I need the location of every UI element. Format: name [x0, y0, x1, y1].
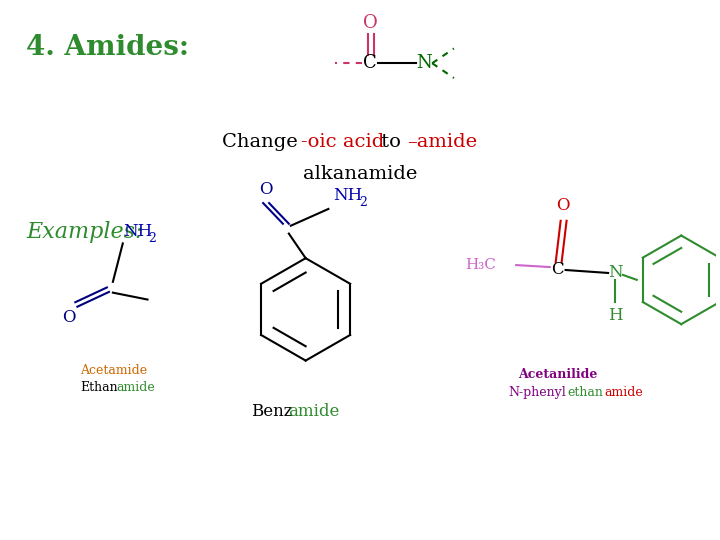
Text: alkanamide: alkanamide: [303, 165, 417, 183]
Text: 2: 2: [148, 232, 156, 245]
Text: 2: 2: [359, 196, 367, 209]
Text: O: O: [259, 181, 273, 198]
Text: –amide: –amide: [408, 133, 477, 151]
Text: amide: amide: [117, 381, 156, 394]
Text: O: O: [362, 14, 377, 32]
Text: N: N: [416, 54, 432, 72]
Text: ethan: ethan: [567, 386, 603, 399]
Text: Change: Change: [222, 133, 304, 151]
Text: amide: amide: [604, 386, 643, 399]
Text: to: to: [375, 133, 407, 151]
Text: Ethan: Ethan: [80, 381, 118, 394]
Text: H: H: [608, 307, 622, 325]
Text: 4. Amides:: 4. Amides:: [26, 33, 189, 60]
Text: O: O: [62, 309, 75, 326]
Text: NH: NH: [123, 224, 152, 240]
Text: C: C: [552, 261, 564, 279]
Text: -oic acid: -oic acid: [301, 133, 384, 151]
Text: Acetanilide: Acetanilide: [518, 368, 598, 381]
Text: N-phenyl: N-phenyl: [508, 386, 566, 399]
Text: Benz: Benz: [251, 403, 293, 420]
Text: amide: amide: [288, 403, 339, 420]
Text: H₃C: H₃C: [466, 258, 496, 272]
Text: N: N: [608, 265, 622, 281]
Text: Acetamide: Acetamide: [80, 363, 148, 376]
Text: O: O: [556, 197, 570, 214]
Text: Examples:: Examples:: [26, 221, 143, 243]
Text: C: C: [363, 54, 377, 72]
Text: NH: NH: [333, 187, 363, 204]
